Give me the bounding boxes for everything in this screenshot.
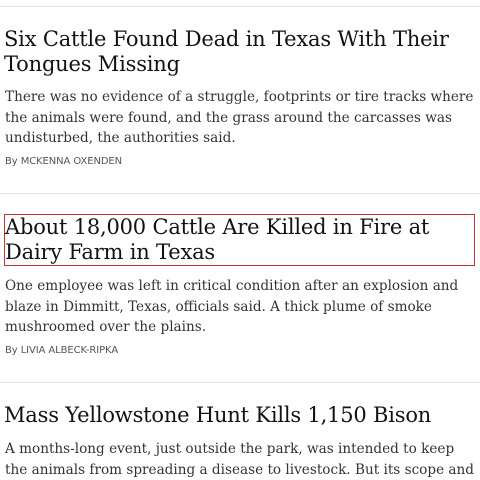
divider bbox=[0, 6, 480, 7]
article-byline: By LIVIA ALBECK-RIPKA bbox=[5, 345, 118, 357]
article-byline: By MCKENNA OXENDEN bbox=[5, 156, 122, 168]
byline-prefix: By bbox=[5, 156, 18, 167]
article-item[interactable]: About 18,000 Cattle Are Killed in Fire a… bbox=[0, 214, 480, 364]
byline-author[interactable]: MCKENNA OXENDEN bbox=[20, 156, 123, 167]
article-headline[interactable]: Six Cattle Found Dead in Texas With Thei… bbox=[4, 27, 449, 76]
byline-author[interactable]: LIVIA ALBECK-RIPKA bbox=[20, 345, 119, 356]
article-summary: There was no evidence of a struggle, foo… bbox=[5, 89, 474, 146]
divider bbox=[0, 193, 480, 194]
article-summary: A months-long event, just outside the pa… bbox=[5, 441, 474, 478]
article-item[interactable]: Six Cattle Found Dead in Texas With Thei… bbox=[0, 0, 480, 190]
article-headline[interactable]: About 18,000 Cattle Are Killed in Fire a… bbox=[4, 214, 475, 266]
article-headline[interactable]: Mass Yellowstone Hunt Kills 1,150 Bison bbox=[4, 403, 432, 427]
divider bbox=[0, 382, 480, 383]
article-item[interactable]: Mass Yellowstone Hunt Kills 1,150 Bison … bbox=[0, 382, 480, 480]
article-summary: One employee was left in critical condit… bbox=[5, 278, 459, 335]
byline-prefix: By bbox=[5, 345, 18, 356]
